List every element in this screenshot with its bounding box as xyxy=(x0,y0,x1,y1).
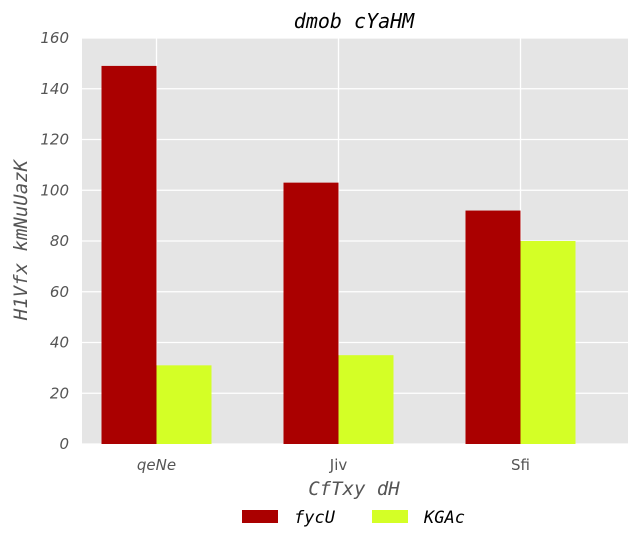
y-axis-ticks: 0 20 40 60 80 100 120 140 160 xyxy=(40,29,69,453)
bar-KGAc-Jiv xyxy=(338,355,394,444)
legend: fycU KGAc xyxy=(242,508,465,528)
chart-title: dmob cYaHM xyxy=(294,9,415,33)
y-tick-label: 40 xyxy=(50,334,69,352)
y-tick-label: 100 xyxy=(40,181,69,199)
bar-fycU-Jiv xyxy=(283,182,339,444)
legend-swatch-KGAc xyxy=(372,510,408,523)
bars xyxy=(101,65,576,444)
bar-fycU-Sfi xyxy=(465,210,521,444)
y-tick-label: 20 xyxy=(50,384,69,402)
x-tick-label: Sfi xyxy=(511,456,530,474)
x-tick-label: Jiv xyxy=(329,456,348,474)
y-tick-label: 120 xyxy=(40,131,69,149)
y-axis-label: H1Vfx kmNuUazK xyxy=(10,158,32,321)
x-axis-ticks: qeNe Jiv Sfi xyxy=(137,456,530,474)
y-tick-label: 80 xyxy=(50,232,69,250)
x-axis-label: CfTxy dH xyxy=(308,478,400,500)
y-tick-label: 160 xyxy=(40,29,69,47)
y-tick-label: 60 xyxy=(50,283,69,301)
legend-label-KGAc: KGAc xyxy=(423,508,465,528)
y-tick-label: 140 xyxy=(40,80,69,98)
bar-fycU-qeNe xyxy=(101,65,157,444)
bar-KGAc-qeNe xyxy=(156,365,212,444)
x-tick-label: qeNe xyxy=(137,456,176,474)
legend-label-fycU: fycU xyxy=(294,508,336,528)
bar-KGAc-Sfi xyxy=(520,241,576,444)
y-tick-label: 0 xyxy=(59,435,69,453)
legend-swatch-fycU xyxy=(242,510,278,523)
